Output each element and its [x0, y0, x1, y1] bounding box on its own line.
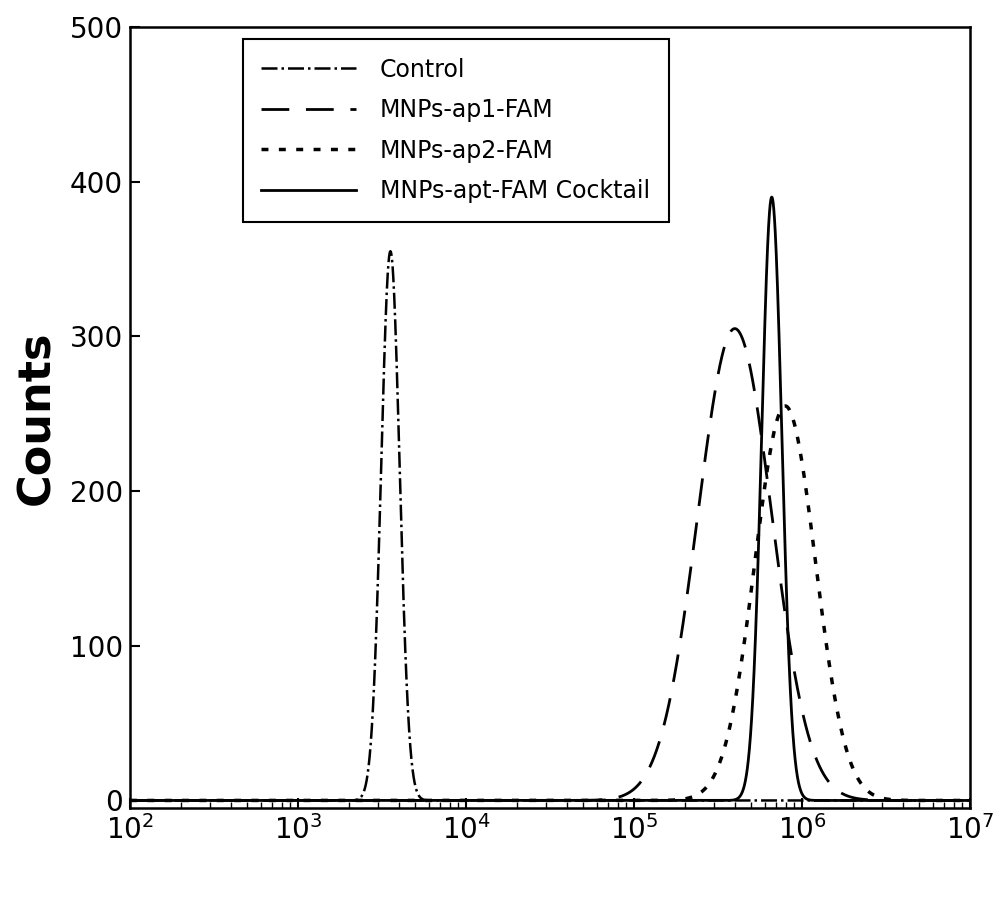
Legend: Control, MNPs-ap1-FAM, MNPs-ap2-FAM, MNPs-apt-FAM Cocktail: Control, MNPs-ap1-FAM, MNPs-ap2-FAM, MNP…	[243, 39, 669, 222]
MNPs-apt-FAM Cocktail	[995, 795, 1000, 806]
MNPs-apt-FAM Cocktail	[100, 795, 112, 806]
Line: MNPs-apt-FAM Cocktail: MNPs-apt-FAM Cocktail	[46, 198, 1000, 800]
MNPs-ap2-FAM	[238, 795, 250, 806]
MNPs-ap2-FAM	[82, 795, 94, 806]
Control	[100, 795, 112, 806]
Control	[384, 246, 396, 257]
MNPs-ap2-FAM	[40, 795, 52, 806]
MNPs-ap2-FAM	[100, 795, 112, 806]
MNPs-ap1-FAM	[533, 795, 545, 806]
MNPs-ap1-FAM	[238, 795, 250, 806]
Control	[82, 795, 94, 806]
MNPs-ap1-FAM	[995, 795, 1000, 806]
Control	[40, 795, 52, 806]
MNPs-ap1-FAM	[82, 795, 94, 806]
Control	[741, 795, 753, 806]
MNPs-apt-FAM Cocktail	[82, 795, 94, 806]
MNPs-ap2-FAM	[779, 401, 791, 411]
MNPs-ap1-FAM	[45, 795, 57, 806]
MNPs-apt-FAM Cocktail	[40, 795, 52, 806]
Line: MNPs-ap2-FAM: MNPs-ap2-FAM	[46, 406, 1000, 800]
MNPs-apt-FAM Cocktail	[238, 795, 250, 806]
MNPs-apt-FAM Cocktail	[533, 795, 545, 806]
Control	[533, 795, 545, 806]
Control	[995, 795, 1000, 806]
Y-axis label: Counts: Counts	[16, 330, 59, 505]
Control	[45, 795, 57, 806]
MNPs-apt-FAM Cocktail	[45, 795, 57, 806]
MNPs-ap2-FAM	[533, 795, 545, 806]
MNPs-ap1-FAM	[100, 795, 112, 806]
MNPs-ap2-FAM	[995, 795, 1000, 806]
MNPs-ap2-FAM	[45, 795, 57, 806]
Line: Control: Control	[46, 251, 1000, 800]
MNPs-ap1-FAM	[729, 323, 741, 334]
MNPs-apt-FAM Cocktail	[766, 192, 778, 203]
MNPs-ap1-FAM	[40, 795, 52, 806]
Control	[238, 795, 250, 806]
Line: MNPs-ap1-FAM: MNPs-ap1-FAM	[46, 329, 1000, 800]
